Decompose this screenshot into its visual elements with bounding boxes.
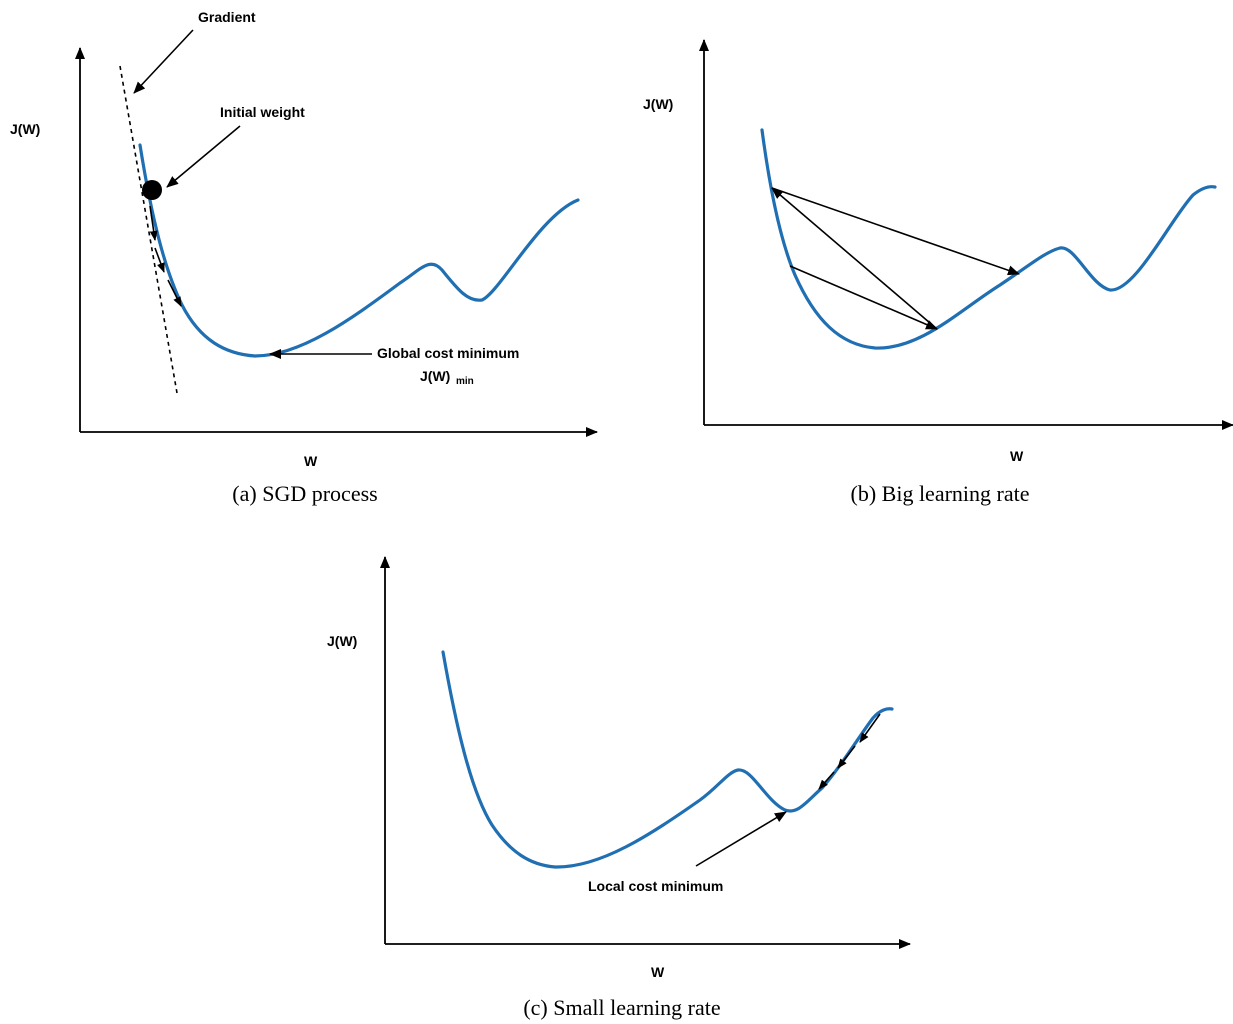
overshoot-arrow-3 [789, 265, 938, 330]
overshoot-arrow-2 [771, 187, 938, 330]
gradient-pointer-arrow [133, 29, 194, 94]
small-step-arrow-3 [818, 771, 835, 790]
x-axis-label: W [651, 964, 665, 980]
x-axis-label: W [1010, 448, 1024, 464]
y-axis-label: J(W) [10, 121, 40, 137]
small-step-arrow-2 [837, 745, 856, 769]
global-min-subscript: min [456, 376, 474, 387]
overshoot-arrow-1 [771, 187, 1020, 276]
y-axis-label: J(W) [327, 633, 357, 649]
local-min-pointer-arrow [695, 811, 787, 867]
y-axis-label: J(W) [643, 96, 673, 112]
global-min-label: Global cost minimum [377, 345, 519, 361]
panel-b: J(W) W (b) Big learning rate [643, 39, 1233, 506]
caption-b: (b) Big learning rate [851, 481, 1030, 506]
local-min-label: Local cost minimum [588, 878, 723, 894]
panel-c: J(W) W Local cost minimum (c) Small lear… [327, 556, 911, 1020]
x-axis-label: W [304, 453, 318, 469]
cost-curve [760, 128, 1217, 350]
small-step-arrow-1 [859, 713, 881, 743]
initial-weight-pointer-arrow [166, 125, 241, 188]
step-arrow-1 [149, 205, 158, 241]
step-arrow-2 [154, 247, 165, 273]
initial-weight-dot [142, 180, 162, 200]
cost-curve [138, 143, 580, 358]
caption-c: (c) Small learning rate [523, 995, 720, 1020]
global-min-symbol: J(W) [420, 368, 450, 384]
gradient-label: Gradient [198, 9, 256, 25]
gradient-tangent-line [119, 65, 178, 394]
panel-a: J(W) W Gradient Initial weight Global co… [10, 9, 598, 506]
cost-curve [441, 650, 894, 869]
step-arrow-3 [167, 279, 182, 307]
initial-weight-label: Initial weight [220, 104, 305, 120]
caption-a: (a) SGD process [232, 481, 377, 506]
